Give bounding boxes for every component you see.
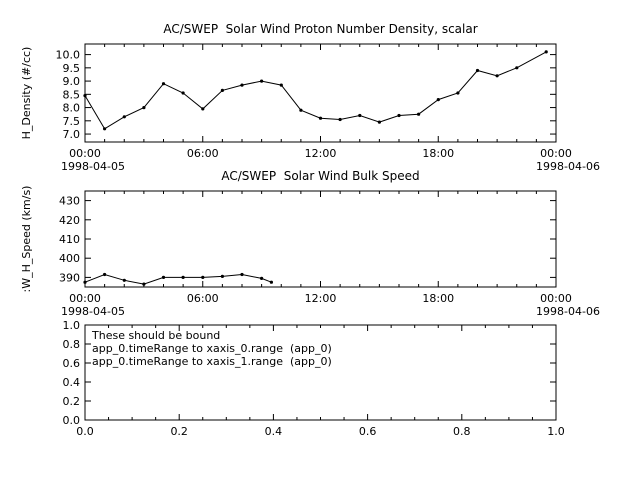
- x-axis-date-right: 1998-04-06: [536, 160, 600, 173]
- plot-frame: [84, 190, 557, 288]
- data-point: [260, 276, 264, 280]
- data-point: [240, 272, 244, 277]
- y-tick-label: 10.0: [56, 49, 81, 62]
- data-point: [318, 116, 323, 120]
- y-tick-label: 400: [59, 252, 80, 265]
- data-point: [220, 88, 224, 92]
- series-line: [84, 273, 272, 285]
- x-tick-label: 0.6: [359, 425, 377, 438]
- data-point: [181, 91, 185, 95]
- chart-0: 7.07.58.08.59.09.510.0 00:00 06:00 12:00 18:…: [20, 22, 600, 173]
- data-point: [201, 275, 205, 279]
- data-point: [83, 280, 87, 284]
- y-tick-label: 0.4: [63, 376, 81, 389]
- x-axis-date-right: 1998-04-06: [536, 305, 600, 318]
- x-tick-label: 0.2: [170, 425, 188, 438]
- data-point: [260, 79, 264, 83]
- annotation-line: app_0.timeRange to xaxis_0.range (app_0): [92, 342, 332, 355]
- data-point: [161, 82, 166, 86]
- data-point: [544, 50, 548, 54]
- x-tick-label: 0.0: [76, 425, 94, 438]
- x-tick-label: 0.4: [265, 425, 283, 438]
- y-tick-label: 0.2: [63, 395, 81, 408]
- data-point: [456, 91, 460, 95]
- annotation-line: These should be bound: [91, 329, 220, 342]
- data-point: [417, 112, 421, 116]
- data-point: [377, 120, 381, 124]
- y-axis-label: :W_H_Speed (km/s): [20, 186, 33, 293]
- y-tick-label: 0.0: [63, 414, 81, 427]
- data-point: [201, 107, 205, 111]
- series-line: [84, 51, 547, 130]
- y-tick-label: 430: [59, 195, 80, 208]
- data-point: [142, 106, 146, 110]
- x-tick-label: 18:00: [422, 292, 454, 305]
- y-tick-label: 9.0: [63, 75, 81, 88]
- y-tick-label: 7.5: [63, 115, 81, 128]
- data-point: [161, 275, 166, 279]
- x-tick-label: 1.0: [547, 425, 565, 438]
- data-point: [220, 274, 224, 278]
- y-tick-label: 7.0: [63, 128, 81, 141]
- data-point: [83, 94, 87, 98]
- x-tick-label: 00:00: [69, 292, 101, 305]
- data-point: [103, 272, 107, 277]
- x-tick-label: 06:00: [187, 292, 219, 305]
- data-point: [240, 83, 244, 87]
- y-tick-label: 8.5: [63, 88, 81, 101]
- annotation-line: app_0.timeRange to xaxis_1.range (app_0): [92, 355, 332, 368]
- data-point: [103, 127, 107, 131]
- data-point: [269, 280, 273, 284]
- plot-title: AC/SWEP Solar Wind Bulk Speed: [221, 169, 419, 183]
- x-tick-label: 0.8: [453, 425, 471, 438]
- data-point: [181, 275, 185, 279]
- y-tick-label: 9.5: [63, 62, 81, 75]
- x-tick-label: 00:00: [540, 292, 572, 305]
- data-point: [436, 98, 440, 102]
- data-point: [475, 68, 480, 73]
- data-point: [515, 66, 519, 70]
- y-tick-label: 8.0: [63, 102, 81, 115]
- data-point: [122, 115, 126, 119]
- y-tick-label: 0.8: [63, 338, 81, 351]
- y-tick-label: 1.0: [63, 319, 81, 332]
- data-point: [397, 113, 401, 118]
- x-tick-label: 00:00: [540, 147, 572, 160]
- x-tick-label: 12:00: [305, 147, 337, 160]
- data-point: [358, 113, 362, 118]
- y-tick-label: 420: [59, 214, 80, 227]
- data-point: [142, 282, 146, 286]
- data-point: [299, 108, 303, 112]
- x-tick-label: 12:00: [305, 292, 337, 305]
- x-tick-label: 00:00: [69, 147, 101, 160]
- x-axis-date-left: 1998-04-05: [61, 305, 125, 318]
- x-tick-label: 06:00: [187, 147, 219, 160]
- x-axis-date-left: 1998-04-05: [61, 160, 125, 173]
- x-tick-label: 18:00: [422, 147, 454, 160]
- y-axis-label: H_Density (#/cc): [20, 47, 33, 140]
- chart-1: 390 400 410 420 430 00:00 06:00 12:00 18:00 00:00…: [20, 169, 600, 318]
- data-point: [122, 278, 126, 282]
- y-tick-label: 0.6: [63, 357, 81, 370]
- y-tick-label: 390: [59, 271, 80, 284]
- data-point: [338, 117, 342, 122]
- plot-title: AC/SWEP Solar Wind Proton Number Density…: [163, 22, 477, 36]
- chart-2: 0.0 0.2 0.4 0.6 0.8 1.0 0.0 0.2 0.4 0.6 0.8 1.0 Thes…: [63, 319, 565, 438]
- data-point: [495, 74, 499, 78]
- data-point: [279, 83, 283, 87]
- y-tick-label: 410: [59, 233, 80, 246]
